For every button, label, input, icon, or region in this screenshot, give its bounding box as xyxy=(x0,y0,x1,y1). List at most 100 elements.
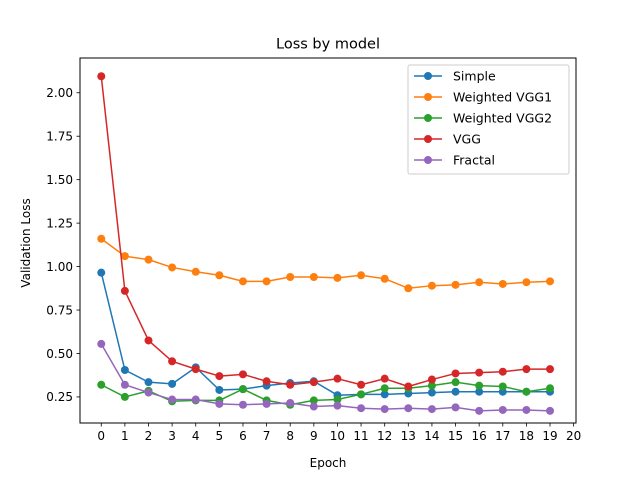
data-point-weighted-vgg1 xyxy=(97,234,106,243)
data-point-weighted-vgg1 xyxy=(404,284,413,293)
data-point-weighted-vgg1 xyxy=(333,273,342,282)
data-point-vgg xyxy=(451,369,460,378)
data-point-fractal xyxy=(451,403,460,412)
data-point-weighted-vgg2 xyxy=(522,387,531,396)
legend-label: Simple xyxy=(453,69,496,84)
data-point-weighted-vgg1 xyxy=(191,267,200,276)
data-point-weighted-vgg1 xyxy=(309,273,318,281)
x-tick-label: 2 xyxy=(145,429,153,443)
x-tick-label: 8 xyxy=(286,429,294,443)
legend-marker xyxy=(424,93,432,101)
data-point-fractal xyxy=(309,402,318,411)
legend-marker xyxy=(424,72,432,80)
data-point-vgg xyxy=(238,370,247,379)
data-point-weighted-vgg1 xyxy=(357,271,366,280)
data-point-weighted-vgg1 xyxy=(120,252,129,261)
data-point-fractal xyxy=(333,401,342,410)
x-tick-label: 6 xyxy=(239,429,247,443)
data-point-fractal xyxy=(522,405,531,414)
data-point-simple xyxy=(97,268,106,277)
data-point-vgg xyxy=(522,365,531,374)
legend-marker xyxy=(424,135,432,143)
x-tick-label: 7 xyxy=(263,429,271,443)
x-tick-label: 12 xyxy=(377,429,392,443)
data-point-weighted-vgg1 xyxy=(546,277,555,286)
data-point-vgg xyxy=(498,367,507,376)
data-point-weighted-vgg1 xyxy=(238,277,247,286)
data-point-simple xyxy=(451,387,460,396)
data-point-fractal xyxy=(120,380,129,389)
data-point-fractal xyxy=(238,400,247,409)
data-point-vgg xyxy=(144,336,153,345)
x-tick-label: 14 xyxy=(424,429,439,443)
data-point-vgg xyxy=(475,368,484,377)
legend-marker xyxy=(424,156,432,164)
data-point-vgg xyxy=(357,380,366,389)
data-point-vgg xyxy=(309,378,318,387)
data-point-vgg xyxy=(404,382,413,391)
y-tick-label: 2.00 xyxy=(46,86,73,100)
data-point-fractal xyxy=(427,405,436,414)
legend-label: VGG xyxy=(453,132,481,147)
x-tick-label: 4 xyxy=(192,429,200,443)
data-point-simple xyxy=(120,365,129,374)
data-point-fractal xyxy=(380,405,389,414)
data-point-fractal xyxy=(286,399,295,408)
x-tick-label: 19 xyxy=(542,429,557,443)
data-point-vgg xyxy=(427,375,436,384)
data-point-weighted-vgg2 xyxy=(97,380,106,389)
data-point-vgg xyxy=(215,372,224,381)
y-axis-label: Validation Loss xyxy=(19,198,33,287)
data-point-vgg xyxy=(380,374,389,383)
data-point-fractal xyxy=(357,404,366,413)
data-point-fractal xyxy=(191,395,200,404)
x-tick-label: 11 xyxy=(353,429,368,443)
data-point-weighted-vgg2 xyxy=(498,382,507,391)
data-point-fractal xyxy=(144,388,153,397)
data-point-weighted-vgg2 xyxy=(120,392,129,401)
x-tick-label: 0 xyxy=(97,429,105,443)
data-point-weighted-vgg1 xyxy=(498,279,507,288)
y-tick-label: 0.75 xyxy=(46,303,73,317)
data-point-weighted-vgg2 xyxy=(475,381,484,390)
data-point-vgg xyxy=(120,286,129,295)
data-point-fractal xyxy=(546,406,555,415)
data-point-weighted-vgg1 xyxy=(286,273,295,281)
y-tick-label: 0.50 xyxy=(46,347,73,361)
data-point-vgg xyxy=(333,374,342,383)
x-tick-label: 1 xyxy=(121,429,129,443)
y-tick-label: 1.75 xyxy=(46,130,73,144)
x-axis-label: Epoch xyxy=(310,456,347,470)
data-point-simple xyxy=(168,379,177,388)
data-point-fractal xyxy=(404,404,413,413)
data-point-simple xyxy=(215,385,224,394)
x-tick-label: 10 xyxy=(330,429,345,443)
legend-marker xyxy=(424,114,432,122)
legend-box xyxy=(407,64,570,175)
data-point-weighted-vgg1 xyxy=(380,274,389,283)
chart-title: Loss by model xyxy=(276,37,380,53)
y-tick-label: 1.50 xyxy=(46,173,73,187)
x-tick-label: 20 xyxy=(566,429,581,443)
x-tick-label: 15 xyxy=(448,429,463,443)
data-point-weighted-vgg1 xyxy=(427,281,436,290)
data-point-weighted-vgg2 xyxy=(427,381,436,390)
data-point-weighted-vgg1 xyxy=(262,277,271,286)
x-tick-label: 3 xyxy=(168,429,176,443)
data-point-weighted-vgg2 xyxy=(546,384,555,393)
data-point-vgg xyxy=(262,377,271,386)
data-point-weighted-vgg2 xyxy=(333,395,342,404)
data-point-fractal xyxy=(475,406,484,415)
series-layer xyxy=(97,72,555,415)
data-point-weighted-vgg2 xyxy=(380,384,389,393)
data-point-fractal xyxy=(262,399,271,408)
legend: Simple Weighted VGG1 Weighted VGG2 VGG Fract… xyxy=(407,64,570,175)
data-point-weighted-vgg2 xyxy=(238,385,247,394)
x-axis-ticks: 0 1 2 3 4 5 6 7 8 9 10 11 12 13 14 15 16 17 18 19 20 xyxy=(97,423,581,443)
data-point-vgg xyxy=(191,365,200,374)
x-tick-label: 9 xyxy=(310,429,318,443)
data-point-weighted-vgg1 xyxy=(144,255,153,264)
data-point-weighted-vgg1 xyxy=(451,280,460,289)
